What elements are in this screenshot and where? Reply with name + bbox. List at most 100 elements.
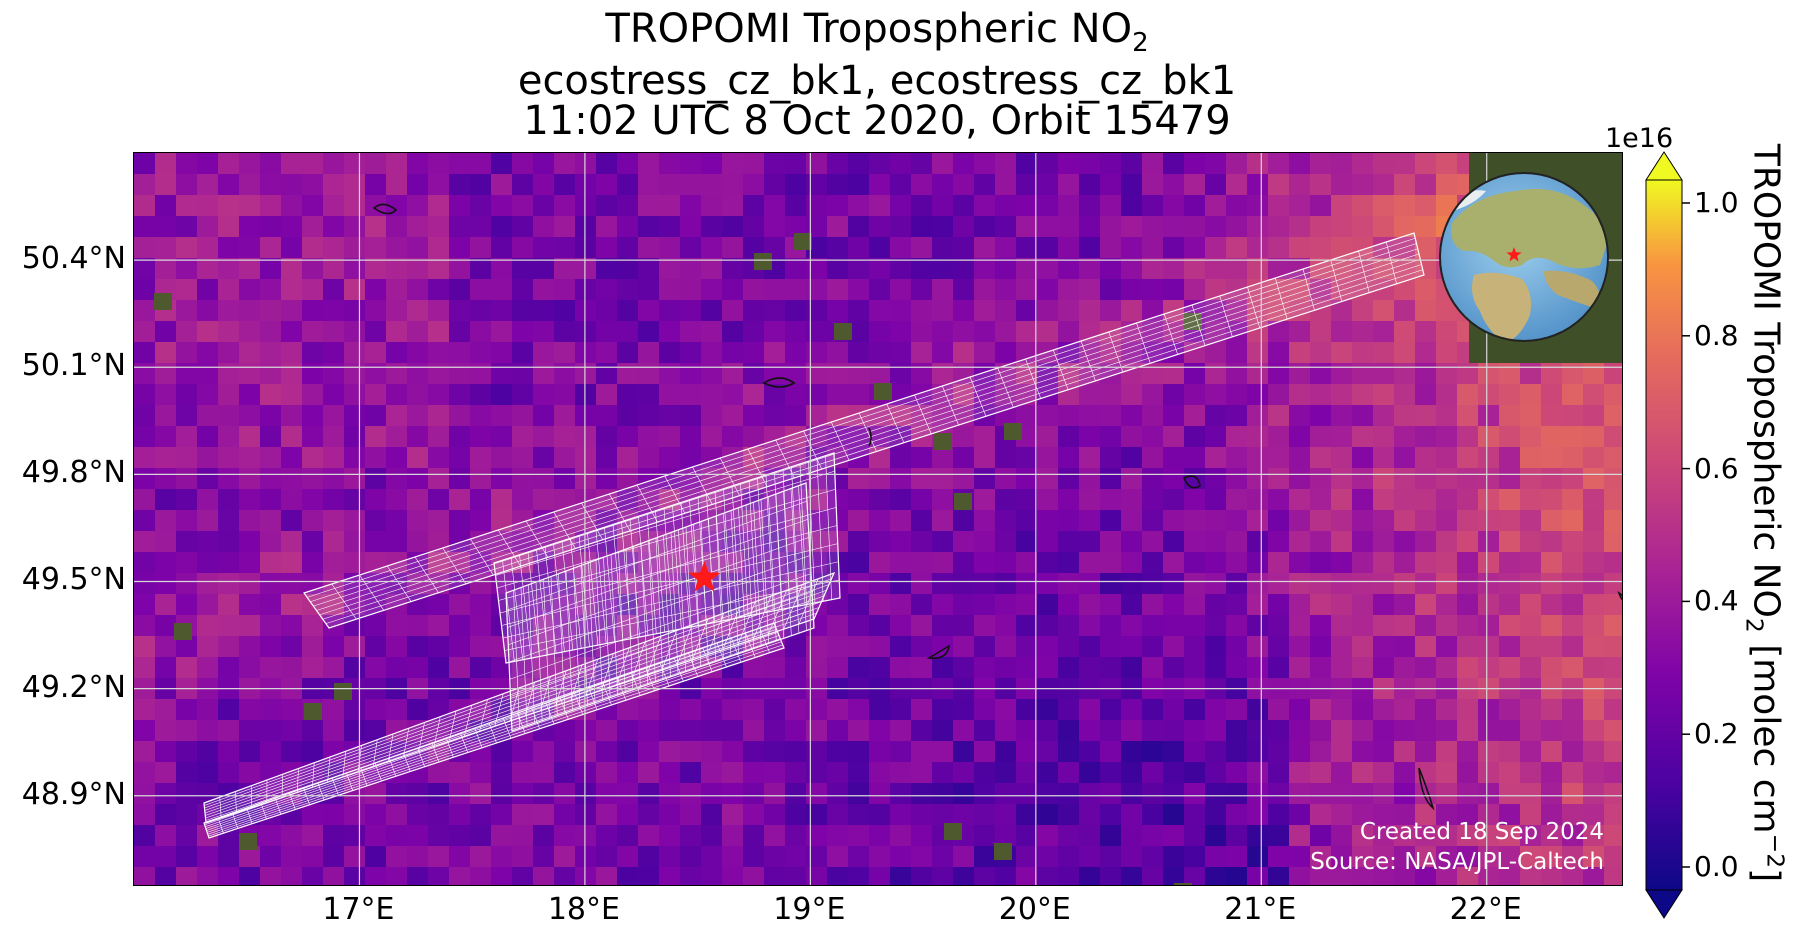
no2-pixel <box>953 237 975 259</box>
no2-pixel <box>701 804 723 826</box>
no2-pixel <box>1436 489 1458 511</box>
no2-pixel <box>365 447 387 469</box>
no2-pixel <box>1478 363 1500 385</box>
no2-pixel <box>1163 699 1185 721</box>
no2-pixel <box>449 405 471 427</box>
no2-pixel <box>1541 363 1563 385</box>
no2-pixel <box>659 699 681 721</box>
no2-pixel <box>218 279 240 301</box>
no2-pixel <box>1541 510 1563 532</box>
no2-pixel <box>1184 825 1206 847</box>
no2-pixel <box>1226 405 1248 427</box>
no2-pixel <box>197 531 219 553</box>
credit-created: Created 18 Sep 2024 <box>1360 819 1604 845</box>
no2-pixel <box>1184 468 1206 490</box>
no2-pixel <box>470 153 492 175</box>
no2-pixel <box>596 237 618 259</box>
no2-pixel <box>134 804 156 826</box>
no2-pixel <box>155 783 177 805</box>
no2-pixel <box>176 384 198 406</box>
no2-pixel <box>323 363 345 385</box>
no2-pixel <box>1142 762 1164 784</box>
no2-pixel <box>1415 594 1437 616</box>
no2-pixel <box>575 762 597 784</box>
no2-pixel <box>1184 426 1206 448</box>
no2-pixel <box>176 594 198 616</box>
no2-pixel <box>1310 741 1332 763</box>
no2-pixel <box>1604 699 1622 721</box>
no2-pixel <box>659 216 681 238</box>
no2-pixel <box>1100 741 1122 763</box>
no2-pixel <box>554 237 576 259</box>
no2-pixel <box>218 405 240 427</box>
no2-pixel <box>218 447 240 469</box>
no2-pixel <box>239 531 261 553</box>
no2-pixel <box>1499 426 1521 448</box>
no2-pixel <box>1268 363 1290 385</box>
no2-pixel <box>1037 720 1059 742</box>
no2-pixel <box>1310 468 1332 490</box>
no2-pixel <box>1499 531 1521 553</box>
no2-pixel <box>239 615 261 637</box>
no2-pixel <box>1205 720 1227 742</box>
no2-pixel <box>827 867 849 885</box>
no2-pixel <box>1184 699 1206 721</box>
no2-pixel <box>1373 216 1395 238</box>
no2-pixel <box>1289 342 1311 364</box>
no2-pixel <box>1037 783 1059 805</box>
no2-pixel <box>449 195 471 217</box>
no2-pixel <box>659 783 681 805</box>
no2-pixel <box>1058 783 1080 805</box>
no2-pixel <box>785 762 807 784</box>
no2-pixel <box>1037 237 1059 259</box>
no2-pixel <box>1436 153 1458 175</box>
no2-pixel <box>323 321 345 343</box>
no2-pixel <box>869 846 891 868</box>
no2-pixel <box>1604 846 1622 868</box>
no2-pixel <box>533 384 555 406</box>
no2-pixel <box>1415 741 1437 763</box>
no2-pixel <box>995 174 1017 196</box>
no2-pixel <box>1436 699 1458 721</box>
no2-pixel <box>197 363 219 385</box>
no2-pixel <box>869 300 891 322</box>
no2-pixel <box>491 846 513 868</box>
no2-pixel <box>1436 363 1458 385</box>
no2-pixel <box>1142 384 1164 406</box>
map-plot-area[interactable]: Created 18 Sep 2024 Source: NASA/JPL-Cal… <box>133 152 1623 886</box>
no2-pixel <box>386 783 408 805</box>
no2-pixel <box>1037 447 1059 469</box>
no2-pixel <box>1058 447 1080 469</box>
no2-pixel <box>176 195 198 217</box>
no2-pixel <box>1415 153 1437 175</box>
no2-pixel <box>785 825 807 847</box>
no2-pixel <box>197 510 219 532</box>
no2-pixel <box>491 489 513 511</box>
no2-pixel <box>386 846 408 868</box>
no2-pixel <box>1205 657 1227 679</box>
no2-pixel <box>1289 174 1311 196</box>
no2-pixel <box>365 321 387 343</box>
no2-pixel <box>302 426 324 448</box>
no2-pixel <box>1142 195 1164 217</box>
no2-pixel <box>512 195 534 217</box>
no2-pixel <box>176 153 198 175</box>
no2-pixel <box>218 741 240 763</box>
no2-pixel <box>932 342 954 364</box>
no2-pixel <box>1142 657 1164 679</box>
no2-pixel <box>638 363 660 385</box>
no2-pixel <box>764 657 786 679</box>
no2-pixel <box>1079 804 1101 826</box>
no2-pixel <box>218 846 240 868</box>
no2-pixel <box>1268 531 1290 553</box>
no2-pixel <box>1268 426 1290 448</box>
no2-pixel <box>407 825 429 847</box>
no2-pixel <box>533 783 555 805</box>
no2-pixel <box>1163 783 1185 805</box>
no2-pixel <box>575 279 597 301</box>
no2-pixel <box>1226 867 1248 885</box>
no2-pixel <box>239 552 261 574</box>
no2-pixel <box>1226 741 1248 763</box>
no2-pixel <box>1583 531 1605 553</box>
no2-pixel <box>617 174 639 196</box>
